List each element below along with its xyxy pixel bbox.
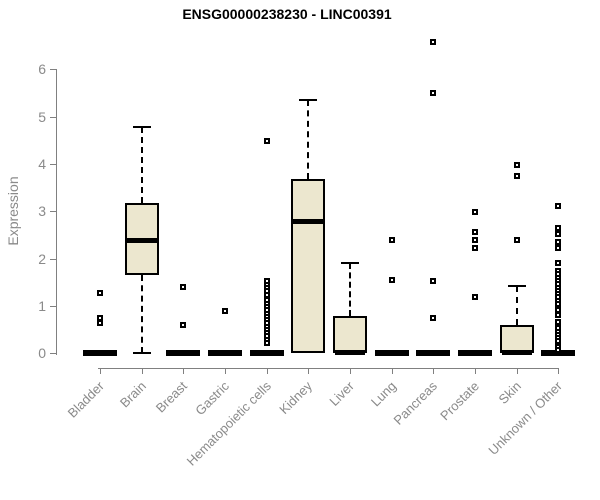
outlier-point	[555, 311, 562, 318]
outlier-point	[472, 293, 478, 300]
y-axis-tick	[50, 163, 56, 165]
outlier-point	[97, 290, 103, 297]
outlier-point	[263, 137, 270, 144]
y-tick-label: 2	[38, 250, 46, 267]
y-axis-tick	[50, 69, 56, 71]
x-axis-tick	[516, 368, 518, 374]
outlier-point	[97, 320, 103, 327]
outlier-point	[555, 318, 562, 325]
collapsed-box	[249, 350, 284, 357]
outlier-point	[555, 203, 562, 210]
box	[499, 324, 534, 354]
outlier-point	[513, 161, 520, 168]
outlier-point	[555, 346, 562, 353]
outlier-point	[555, 338, 562, 345]
y-tick-label: 3	[38, 203, 46, 220]
outlier-point	[472, 228, 478, 235]
y-tick-label: 1	[38, 297, 46, 314]
collapsed-box	[166, 350, 201, 357]
outlier-point	[263, 339, 270, 346]
outlier-point	[555, 238, 562, 245]
chart-title: ENSG00000238230 - LINC00391	[182, 6, 392, 22]
outlier-point	[430, 90, 437, 97]
box	[291, 179, 326, 354]
outlier-point	[555, 260, 562, 267]
median-line	[126, 238, 157, 244]
outlier-point	[472, 237, 478, 244]
y-tick-label: 4	[38, 155, 46, 172]
outlier-point	[513, 172, 520, 179]
x-axis-tick	[308, 368, 310, 374]
outlier-point	[388, 276, 395, 283]
x-axis-tick	[225, 368, 226, 374]
x-axis-tick	[100, 368, 101, 374]
collapsed-box	[541, 350, 576, 357]
x-axis-tick	[183, 368, 185, 374]
upper-whisker	[349, 263, 351, 316]
outlier-point	[222, 307, 228, 314]
outlier-point	[180, 284, 187, 291]
y-axis-line	[56, 69, 57, 356]
y-axis-tick	[50, 258, 56, 260]
median-line	[501, 349, 532, 355]
outlier-point	[555, 301, 562, 308]
outlier-point	[555, 230, 562, 237]
collapsed-box	[374, 350, 409, 357]
y-axis-tick	[50, 353, 56, 355]
lower-whisker	[140, 275, 143, 354]
x-axis-tick	[391, 368, 393, 374]
outlier-point	[263, 291, 270, 298]
outlier-point	[513, 237, 520, 244]
y-tick-label: 6	[38, 61, 46, 78]
y-tick-label: 5	[38, 108, 46, 125]
collapsed-box	[83, 350, 117, 357]
outlier-point	[430, 277, 437, 284]
upper-whisker	[307, 100, 310, 180]
upper-whisker-cap	[507, 285, 526, 288]
upper-whisker-cap	[341, 262, 359, 265]
y-axis-tick	[50, 116, 56, 118]
x-tick-label: Unknown / Other	[485, 378, 566, 458]
upper-whisker	[515, 286, 518, 325]
outlier-point	[472, 209, 478, 216]
upper-whisker-cap	[299, 99, 318, 102]
outlier-point	[555, 245, 562, 252]
collapsed-box	[208, 350, 242, 357]
x-axis-tick	[350, 368, 351, 374]
collapsed-box	[416, 350, 451, 357]
upper-whisker	[140, 126, 143, 204]
outlier-point	[97, 315, 103, 322]
y-axis-tick	[50, 305, 56, 307]
outlier-point	[180, 321, 187, 328]
median-line	[293, 219, 324, 225]
x-axis-tick	[433, 368, 435, 374]
x-axis-tick	[266, 368, 268, 374]
median-line	[335, 349, 365, 355]
outlier-point	[430, 315, 437, 322]
upper-whisker-cap	[132, 125, 151, 128]
lower-whisker-cap	[132, 352, 151, 355]
outlier-point	[555, 225, 562, 232]
x-axis-tick	[558, 368, 560, 374]
x-axis-tick	[141, 368, 143, 374]
collapsed-box	[458, 350, 492, 357]
outlier-point	[472, 244, 478, 251]
y-tick-label: 0	[38, 345, 46, 362]
y-axis-tick	[50, 211, 56, 213]
box	[333, 315, 367, 354]
x-axis-line	[98, 368, 559, 369]
outlier-point	[388, 237, 395, 244]
outlier-point	[430, 39, 437, 46]
x-axis-tick	[475, 368, 476, 374]
